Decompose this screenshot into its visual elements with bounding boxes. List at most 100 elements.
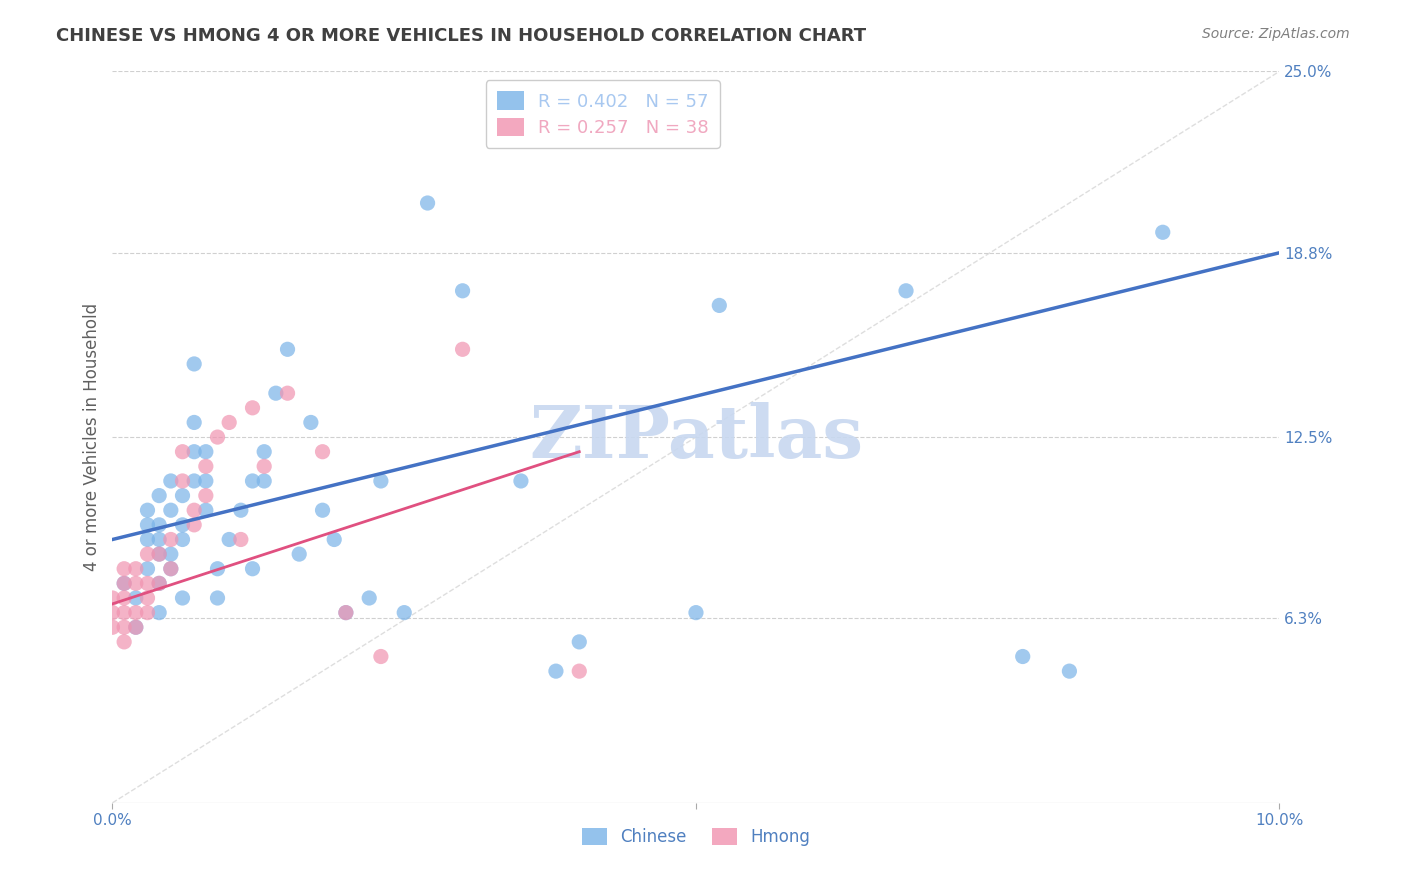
Point [323,533,346,547]
Point [136,517,159,532]
Point [242,562,264,576]
Point [172,517,194,532]
Point [148,547,170,561]
Point [172,533,194,547]
Point [183,357,205,371]
Point [183,416,205,430]
Point [112,591,135,605]
Point [253,444,276,458]
Point [207,430,229,444]
Point [160,562,183,576]
Point [101,591,124,605]
Point [172,474,194,488]
Point [544,664,567,678]
Point [253,459,276,474]
Point [183,517,205,532]
Point [509,474,531,488]
Point [160,547,183,561]
Point [136,547,159,561]
Point [136,591,159,605]
Point [112,635,135,649]
Point [148,533,170,547]
Point [112,576,135,591]
Point [172,489,194,503]
Point [136,562,159,576]
Point [207,591,229,605]
Point [194,474,217,488]
Point [125,620,148,634]
Point [160,562,183,576]
Text: CHINESE VS HMONG 4 OR MORE VEHICLES IN HOUSEHOLD CORRELATION CHART: CHINESE VS HMONG 4 OR MORE VEHICLES IN H… [56,27,866,45]
Point [194,489,217,503]
Point [148,489,170,503]
Point [568,635,591,649]
Point [229,533,252,547]
Point [148,547,170,561]
Point [136,576,159,591]
Point [136,606,159,620]
Point [125,562,148,576]
Point [125,620,148,634]
Point [394,606,416,620]
Point [264,386,287,401]
Point [136,503,159,517]
Point [568,664,591,678]
Point [194,444,217,458]
Point [370,474,392,488]
Point [125,576,148,591]
Point [335,606,357,620]
Point [242,474,264,488]
Point [101,606,124,620]
Point [172,591,194,605]
Point [242,401,264,415]
Point [160,474,183,488]
Point [183,474,205,488]
Point [160,503,183,517]
Point [112,562,135,576]
Point [451,284,474,298]
Point [160,533,183,547]
Point [276,386,298,401]
Text: Source: ZipAtlas.com: Source: ZipAtlas.com [1202,27,1350,41]
Point [311,503,333,517]
Point [276,343,298,357]
Point [183,444,205,458]
Point [299,416,322,430]
Point [194,459,217,474]
Point [112,576,135,591]
Point [194,503,217,517]
Point [112,606,135,620]
Legend: Chinese, Hmong: Chinese, Hmong [575,822,817,853]
Point [416,196,439,211]
Point [148,517,170,532]
Point [709,298,731,312]
Text: ZIPatlas: ZIPatlas [529,401,863,473]
Point [172,444,194,458]
Point [136,533,159,547]
Point [685,606,707,620]
Point [1011,649,1033,664]
Point [148,576,170,591]
Point [1152,225,1174,239]
Point [125,606,148,620]
Point [253,474,276,488]
Point [183,503,205,517]
Point [148,576,170,591]
Point [101,620,124,634]
Point [207,562,229,576]
Point [218,533,240,547]
Point [359,591,381,605]
Point [148,606,170,620]
Point [229,503,252,517]
Point [288,547,311,561]
Point [370,649,392,664]
Point [451,343,474,357]
Point [1059,664,1081,678]
Point [112,620,135,634]
Point [311,444,333,458]
Point [218,416,240,430]
Point [894,284,917,298]
Point [125,591,148,605]
Point [335,606,357,620]
Y-axis label: 4 or more Vehicles in Household: 4 or more Vehicles in Household [83,303,101,571]
